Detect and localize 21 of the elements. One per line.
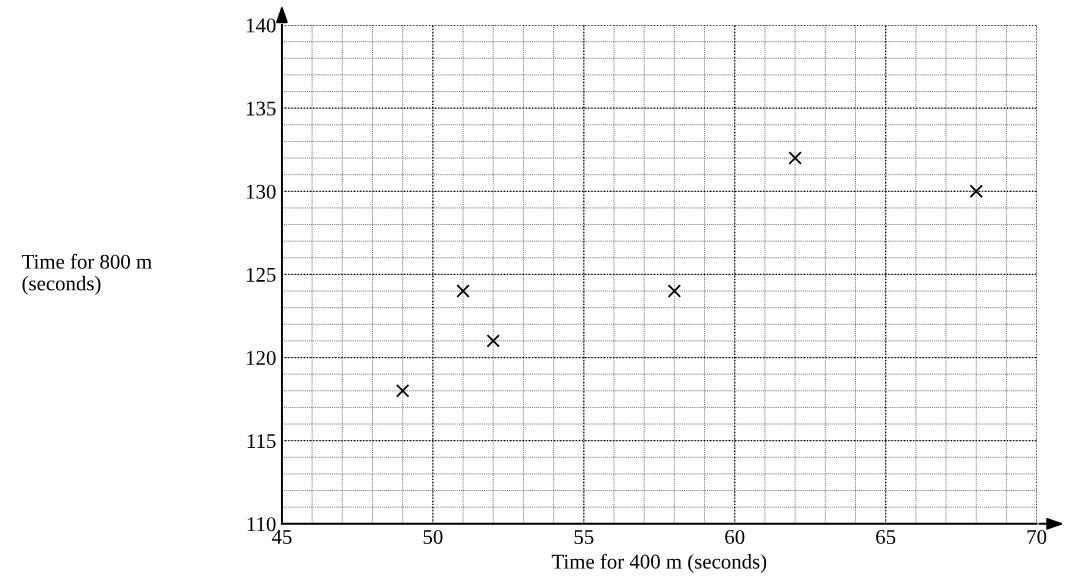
y-tick-label: 130: [246, 184, 276, 199]
x-tick-label: 50: [423, 529, 443, 545]
y-tick-label: 115: [247, 434, 276, 449]
point: [456, 284, 470, 298]
y-tick-label: 135: [246, 101, 276, 116]
y-tick-label: 140: [246, 18, 276, 33]
x-tick-label: 60: [725, 529, 745, 545]
y-tick-label: 110: [247, 517, 276, 532]
point: [395, 384, 410, 398]
point: [667, 284, 682, 298]
x-tick-label: 70: [1027, 529, 1047, 545]
point: [788, 151, 802, 165]
point: [486, 334, 500, 348]
y-axis-title: Time for 800 m (seconds): [21, 253, 152, 295]
y-tick-label: 120: [246, 350, 276, 365]
x-axis-title: Time for 400 m (seconds): [551, 553, 767, 573]
y-tick-label: 125: [246, 267, 276, 282]
x-tick-label: 45: [271, 530, 292, 545]
x-tick-label: 55: [574, 530, 594, 545]
point: [969, 184, 983, 198]
x-tick-label: 65: [876, 530, 896, 545]
